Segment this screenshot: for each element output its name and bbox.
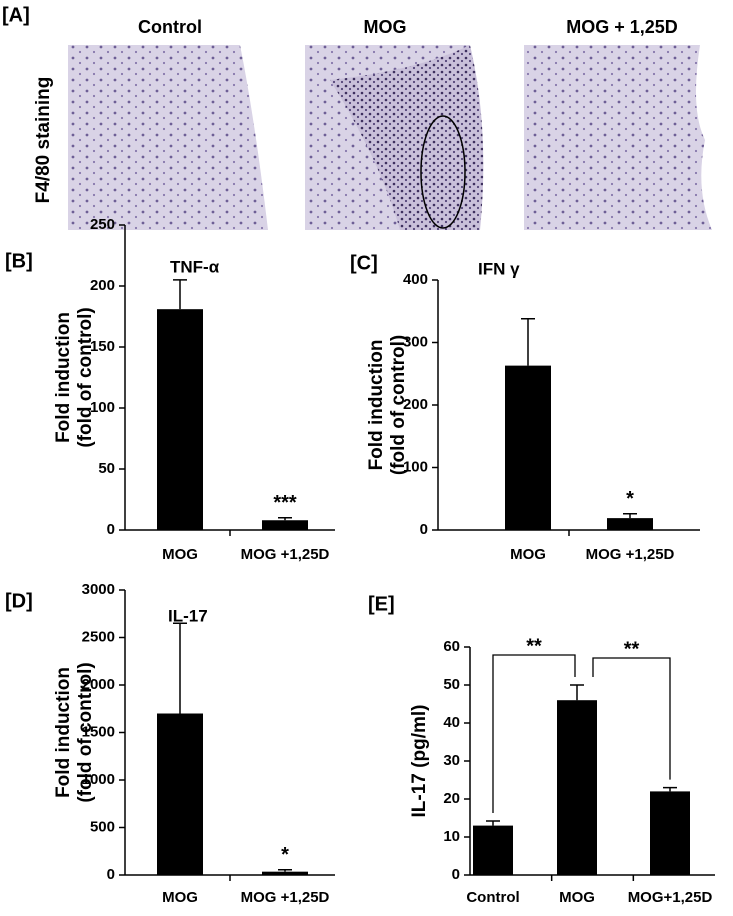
bar [262, 871, 308, 875]
x-tick-label: MOG +1,25D [586, 546, 675, 563]
error-bar [521, 318, 535, 366]
y-tick-label: 300 [403, 333, 428, 350]
error-bar [278, 517, 292, 521]
y-tick-label: 0 [107, 866, 115, 883]
y-tick-label: 0 [107, 521, 115, 538]
significance: ** [526, 635, 542, 657]
image-title: MOG + 1,25D [566, 17, 678, 37]
y-tick-label: 200 [90, 277, 115, 294]
y-tick-label: 3000 [82, 581, 115, 598]
y-tick-label: 150 [90, 338, 115, 355]
bar [505, 365, 551, 530]
y-axis-label: Fold induction [366, 340, 387, 471]
significance: *** [273, 492, 297, 514]
y-axis-label: (fold of control) [388, 335, 409, 475]
chart-title: TNF-α [170, 257, 220, 276]
y-tick-label: 1500 [82, 723, 115, 740]
significance: * [281, 844, 289, 866]
highlight-ellipse [420, 115, 466, 229]
bar [157, 713, 203, 875]
y-tick-label: 50 [443, 676, 460, 693]
y-tick-label: 30 [443, 752, 460, 769]
error-bar [623, 513, 637, 519]
y-tick-label: 1000 [82, 771, 115, 788]
x-tick-label: MOG [510, 546, 546, 563]
x-tick-label: MOG +1,25D [241, 889, 330, 906]
panel-label: [C] [350, 252, 378, 274]
error-bar [663, 786, 677, 792]
x-tick-label: MOG [559, 889, 595, 906]
y-tick-label: 40 [443, 714, 460, 731]
significance: ** [624, 638, 640, 660]
error-bar [570, 684, 584, 701]
y-tick-label: 60 [443, 638, 460, 655]
significance: * [626, 488, 634, 510]
y-tick-label: 2500 [82, 628, 115, 645]
x-tick-label: MOG [162, 546, 198, 563]
chart-title: IL-17 [168, 606, 208, 625]
y-tick-label: 20 [443, 790, 460, 807]
y-tick-label: 100 [90, 399, 115, 416]
y-tick-label: 200 [403, 396, 428, 413]
image-title: Control [138, 17, 202, 37]
x-tick-label: MOG [162, 889, 198, 906]
x-tick-label: Control [466, 889, 519, 906]
bar [650, 791, 690, 875]
y-tick-label: 0 [420, 521, 428, 538]
bar [607, 518, 653, 530]
y-tick-label: 400 [403, 271, 428, 288]
x-tick-label: MOG +1,25D [241, 546, 330, 563]
bar [473, 825, 513, 875]
panel-label: [E] [368, 593, 395, 615]
error-bar [173, 279, 187, 310]
image-ylabel: F4/80 staining [33, 77, 54, 204]
y-axis-label: Fold induction [53, 667, 74, 798]
panel-label: [B] [5, 250, 33, 272]
y-axis-label: Fold induction [53, 312, 74, 443]
panel-label: [D] [5, 590, 33, 612]
y-axis-label: (fold of control) [75, 307, 96, 447]
x-tick-label: MOG+1,25D [628, 889, 713, 906]
y-tick-label: 100 [403, 458, 428, 475]
y-tick-label: 50 [98, 460, 115, 477]
y-tick-label: 10 [443, 828, 460, 845]
bracket [492, 654, 576, 814]
y-tick-label: 500 [90, 818, 115, 835]
bar [262, 520, 308, 530]
bar [157, 309, 203, 530]
y-axis-label: IL-17 (pg/ml) [409, 705, 430, 818]
image-title: MOG [364, 17, 407, 37]
error-bar [486, 820, 500, 826]
micrograph [524, 45, 718, 230]
y-tick-label: 0 [452, 866, 460, 883]
micrograph [68, 45, 268, 230]
y-axis-label: (fold of control) [75, 662, 96, 802]
y-tick-label: 2000 [82, 676, 115, 693]
error-bar [278, 869, 292, 872]
panel-label: [A] [2, 4, 30, 26]
bar [557, 700, 597, 875]
bracket [592, 657, 671, 780]
micrograph-infiltrate [330, 45, 497, 230]
chart-title: IFN γ [478, 259, 520, 278]
micrograph-edge [696, 45, 718, 230]
micrograph-edge [470, 45, 497, 230]
error-bar [173, 622, 187, 714]
y-tick-label: 250 [90, 216, 115, 233]
micrograph-edge [240, 45, 268, 230]
